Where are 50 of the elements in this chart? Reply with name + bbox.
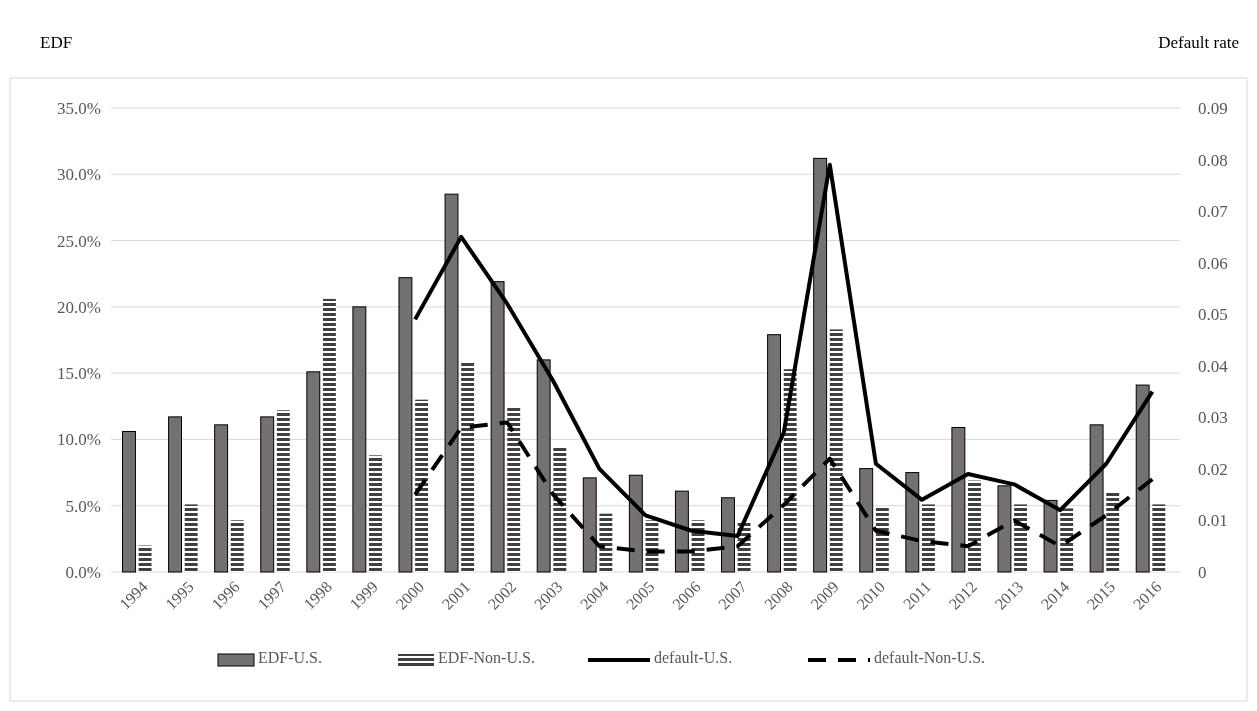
y2-tick-label: 0.04 [1198, 356, 1229, 376]
bar [168, 416, 182, 573]
y2-tick-label: 0.02 [1198, 459, 1228, 479]
bar [306, 371, 321, 573]
y-tick-label: 35.0% [57, 98, 101, 118]
x-tick-label: 1994 [116, 578, 151, 613]
y2-tick-label: 0.09 [1198, 98, 1228, 118]
y-tick-label: 10.0% [57, 430, 101, 450]
y2-tick-label: 0.01 [1198, 511, 1228, 531]
bar [138, 545, 152, 572]
bar [184, 504, 198, 572]
y-tick-label: 5.0% [65, 496, 101, 516]
bar [230, 520, 244, 572]
bar [1106, 491, 1120, 572]
bar [553, 447, 567, 572]
bar [1014, 504, 1028, 572]
y2-tick-label: 0.08 [1198, 150, 1228, 170]
y2-axis-title: Default rate [1158, 33, 1239, 52]
bar [352, 306, 367, 573]
bar [968, 480, 981, 572]
bar [260, 416, 275, 573]
bar [829, 329, 843, 572]
y-tick-label: 20.0% [57, 297, 101, 317]
y-tick-label: 30.0% [57, 165, 101, 185]
y-tick-label: 0.0% [65, 562, 101, 582]
y2-tick-label: 0.06 [1198, 253, 1228, 273]
bar [461, 362, 475, 572]
bar [875, 507, 889, 572]
legend-label: EDF-Non-U.S. [438, 649, 535, 666]
bar [322, 298, 336, 572]
bar [599, 513, 613, 572]
bar [415, 399, 429, 572]
bar [122, 430, 136, 573]
bar [507, 407, 521, 572]
y2-tick-label: 0.05 [1198, 305, 1228, 325]
bar [369, 455, 382, 572]
y-tick-label: 25.0% [57, 231, 101, 251]
bar [921, 504, 935, 572]
bar [1152, 504, 1166, 572]
y2-tick-label: 0.07 [1198, 202, 1229, 222]
y2-tick-label: 0 [1198, 562, 1207, 582]
y-tick-label: 15.0% [57, 364, 101, 384]
legend-label: default-U.S. [654, 649, 733, 666]
y2-tick-label: 0.03 [1198, 408, 1228, 428]
y-axis-title: EDF [40, 33, 73, 52]
bar [276, 410, 290, 572]
legend-label: EDF-U.S. [258, 649, 323, 666]
bar [1060, 508, 1074, 572]
legend-label: default-Non-U.S. [874, 649, 986, 666]
bar [214, 424, 229, 573]
